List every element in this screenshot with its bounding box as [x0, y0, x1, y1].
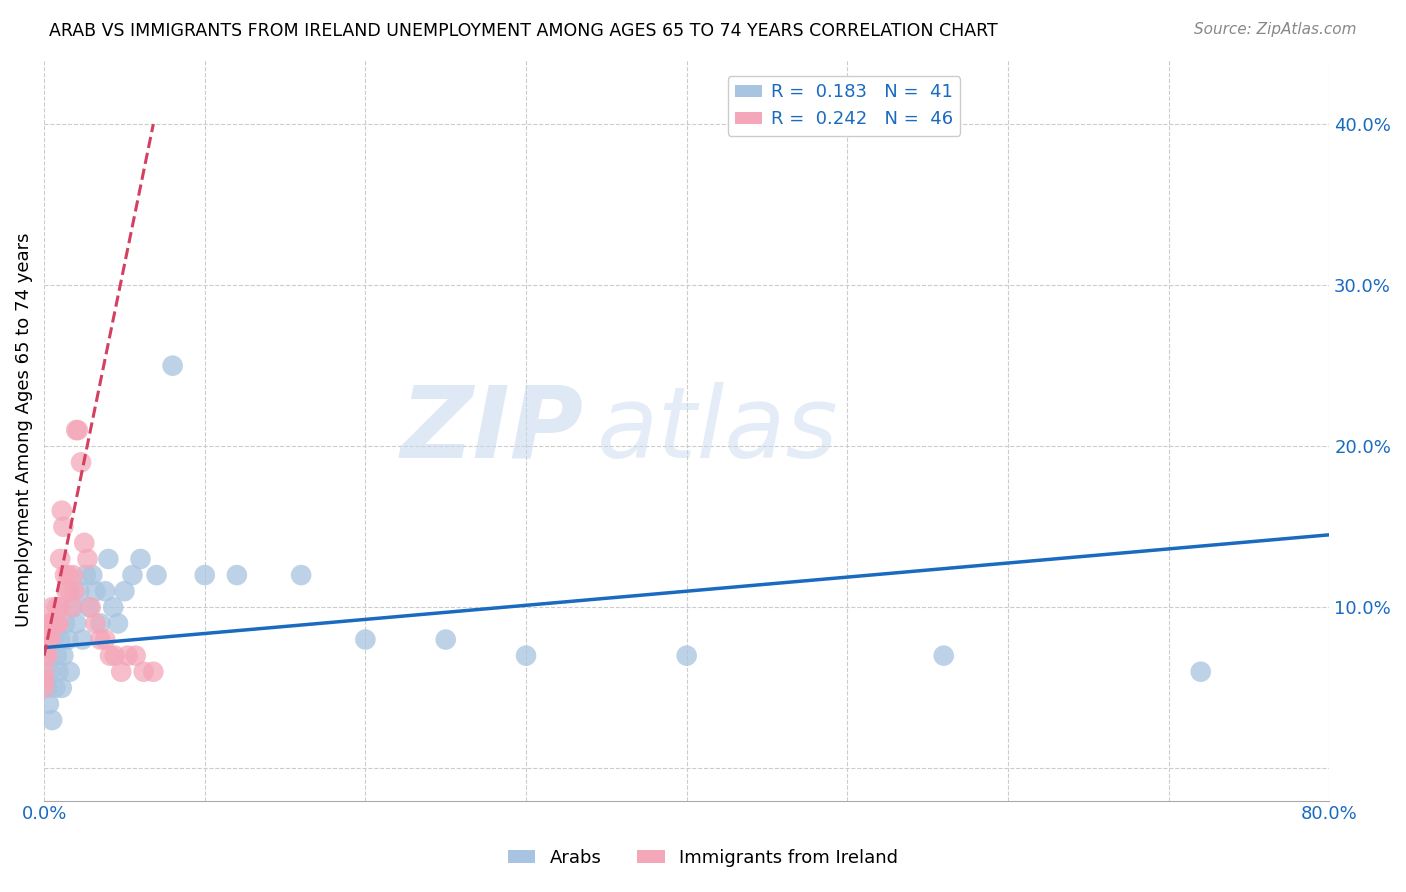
Point	[1189, 665, 1212, 679]
Point	[53, 616, 76, 631]
Point	[73, 536, 96, 550]
Point	[37, 632, 59, 647]
Point	[44, 616, 66, 631]
Point	[70, 455, 93, 469]
Point	[932, 648, 955, 663]
Text: Source: ZipAtlas.com: Source: ZipAtlas.com	[1194, 22, 1357, 37]
Point	[38, 697, 60, 711]
Point	[132, 665, 155, 679]
Point	[49, 552, 72, 566]
Point	[80, 600, 103, 615]
Point	[94, 632, 117, 647]
Point	[72, 632, 94, 647]
Point	[58, 568, 80, 582]
Point	[39, 632, 62, 647]
Point	[35, 632, 58, 647]
Point	[51, 681, 73, 695]
Point	[48, 665, 70, 679]
Point	[65, 616, 87, 631]
Point	[75, 568, 97, 582]
Point	[121, 568, 143, 582]
Point	[46, 616, 69, 631]
Point	[77, 600, 100, 615]
Point	[69, 584, 91, 599]
Point	[44, 616, 66, 631]
Point	[52, 648, 75, 663]
Point	[124, 648, 146, 663]
Point	[52, 520, 75, 534]
Point	[42, 632, 65, 647]
Point	[53, 568, 76, 582]
Point	[110, 665, 132, 679]
Point	[51, 503, 73, 517]
Point	[49, 632, 72, 647]
Point	[42, 616, 65, 631]
Text: ARAB VS IMMIGRANTS FROM IRELAND UNEMPLOYMENT AMONG AGES 65 TO 74 YEARS CORRELATI: ARAB VS IMMIGRANTS FROM IRELAND UNEMPLOY…	[49, 22, 998, 40]
Point	[41, 616, 63, 631]
Point	[37, 648, 59, 663]
Point	[38, 632, 60, 647]
Point	[354, 632, 377, 647]
Point	[82, 568, 104, 582]
Point	[59, 665, 82, 679]
Point	[39, 616, 62, 631]
Point	[129, 552, 152, 566]
Point	[225, 568, 247, 582]
Point	[32, 681, 55, 695]
Point	[62, 600, 84, 615]
Point	[44, 681, 66, 695]
Point	[41, 713, 63, 727]
Point	[290, 568, 312, 582]
Point	[76, 552, 98, 566]
Point	[94, 584, 117, 599]
Point	[38, 616, 60, 631]
Point	[65, 423, 87, 437]
Point	[515, 648, 537, 663]
Point	[46, 600, 69, 615]
Point	[103, 600, 125, 615]
Point	[89, 616, 111, 631]
Point	[145, 568, 167, 582]
Point	[89, 632, 111, 647]
Point	[97, 552, 120, 566]
Point	[60, 600, 83, 615]
Legend: Arabs, Immigrants from Ireland: Arabs, Immigrants from Ireland	[501, 842, 905, 874]
Point	[49, 600, 72, 615]
Point	[117, 648, 139, 663]
Point	[32, 673, 55, 687]
Legend: R =  0.183   N =  41, R =  0.242   N =  46: R = 0.183 N = 41, R = 0.242 N = 46	[728, 76, 960, 136]
Point	[84, 584, 107, 599]
Point	[98, 648, 121, 663]
Point	[142, 665, 165, 679]
Point	[46, 648, 69, 663]
Point	[434, 632, 457, 647]
Text: ZIP: ZIP	[401, 382, 583, 479]
Point	[194, 568, 217, 582]
Text: atlas: atlas	[596, 382, 838, 479]
Point	[84, 616, 107, 631]
Point	[48, 616, 70, 631]
Point	[114, 584, 136, 599]
Point	[32, 665, 55, 679]
Point	[107, 616, 129, 631]
Point	[675, 648, 697, 663]
Point	[162, 359, 184, 373]
Point	[62, 568, 84, 582]
Point	[63, 584, 86, 599]
Point	[39, 665, 62, 679]
Point	[66, 423, 89, 437]
Point	[58, 632, 80, 647]
Y-axis label: Unemployment Among Ages 65 to 74 years: Unemployment Among Ages 65 to 74 years	[15, 233, 32, 627]
Point	[35, 648, 58, 663]
Point	[104, 648, 127, 663]
Point	[41, 600, 63, 615]
Point	[59, 584, 82, 599]
Point	[37, 681, 59, 695]
Point	[55, 584, 77, 599]
